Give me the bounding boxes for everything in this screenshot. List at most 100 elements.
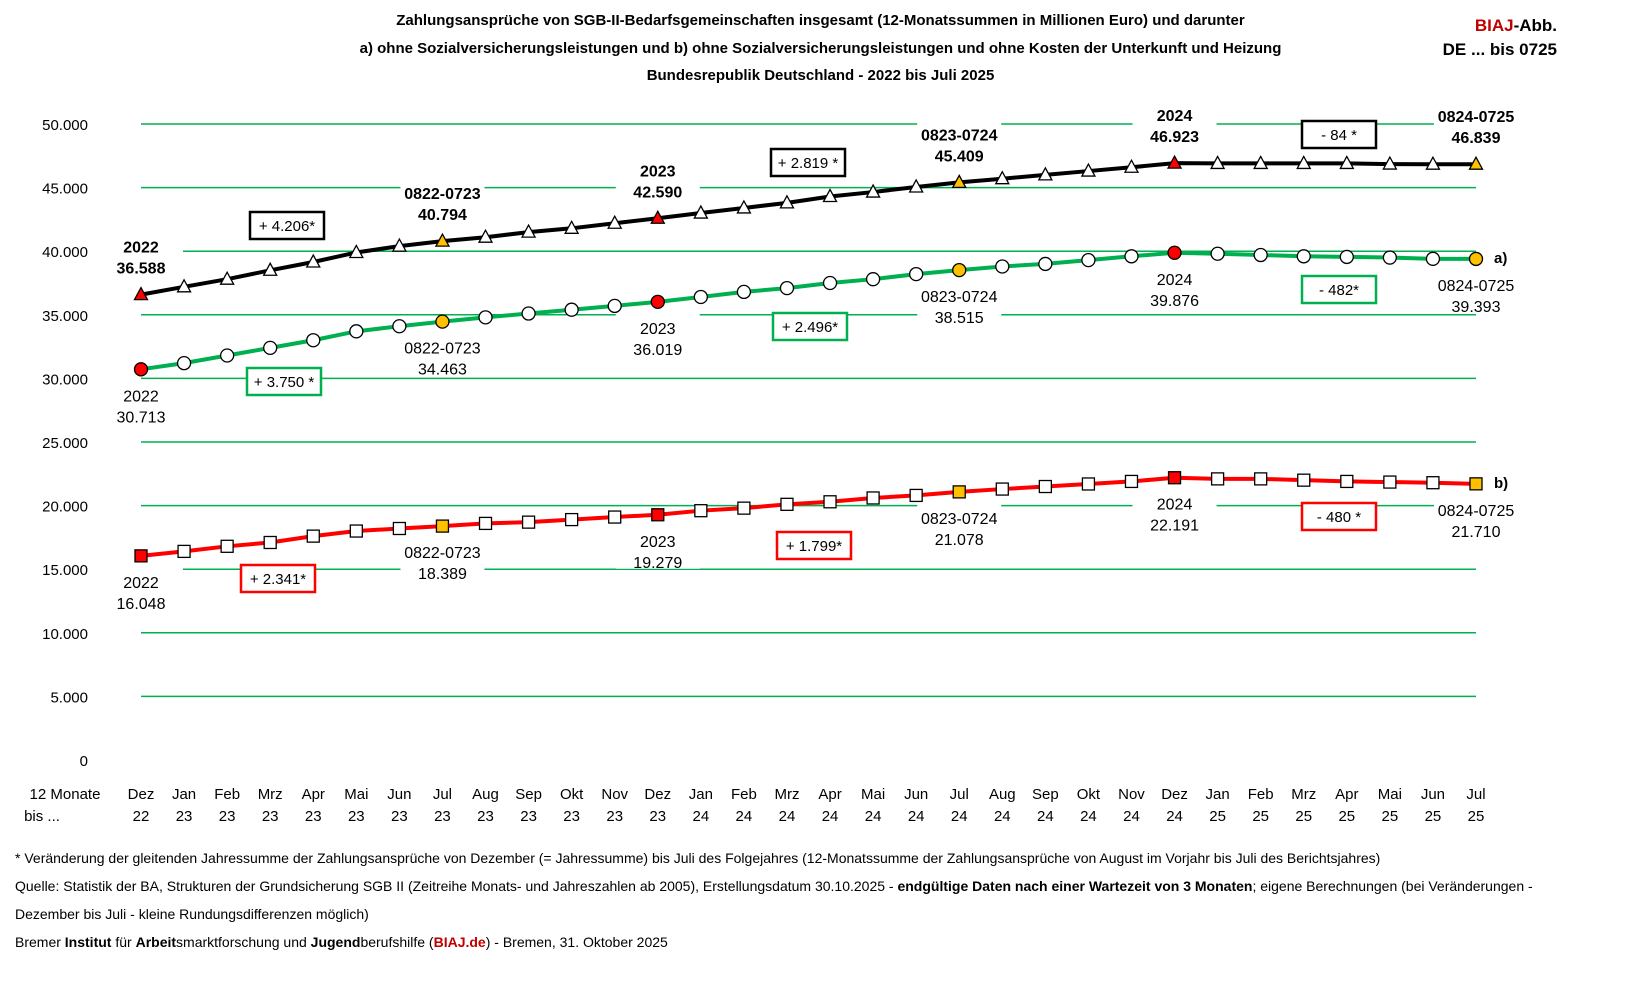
data-point-circle	[1382, 250, 1398, 265]
data-point-circle	[219, 348, 235, 363]
x-tick-month: Mrz	[258, 786, 283, 803]
series-line-b	[140, 475, 1477, 558]
x-tick-year: 24	[1080, 808, 1097, 825]
data-point-circle	[1124, 249, 1139, 264]
source-bold-text: endgültige Daten nach einer Wartezeit vo…	[897, 878, 1253, 894]
data-point-square	[694, 504, 708, 518]
institute-part: Bremer	[15, 934, 65, 950]
data-point-circle	[1167, 245, 1182, 260]
data-point-square	[220, 539, 234, 553]
data-point-triangle	[1339, 155, 1355, 170]
institute-part: Institut	[64, 934, 112, 950]
data-point-triangle	[693, 204, 709, 219]
x-tick-month: Jul	[433, 786, 452, 803]
data-point-circle	[306, 333, 321, 348]
data-label-period: 2022	[123, 388, 159, 405]
data-label-value: 45.409	[935, 148, 984, 165]
x-tick-month: Feb	[731, 786, 757, 803]
data-point-triangle	[1296, 155, 1312, 170]
chart-title-line2: a) ohne Sozialversicherungsleistungen un…	[359, 40, 1282, 57]
series-line-total	[140, 161, 1477, 297]
data-point-square	[1124, 474, 1139, 489]
label-background	[1132, 487, 1217, 532]
x-tick-month: Jun	[1421, 786, 1445, 803]
change-value: + 2.819 *	[778, 155, 839, 172]
data-point-triangle	[908, 178, 924, 193]
institute-part[interactable]: BIAJ.de	[433, 934, 486, 950]
data-point-circle	[478, 310, 493, 325]
data-label-period: 0822-0723	[404, 186, 481, 203]
data-label-value: 16.048	[117, 596, 166, 613]
institute-part: Arbeit	[135, 934, 177, 950]
change-box	[248, 210, 326, 241]
institute-part: für	[111, 934, 136, 950]
data-point-circle	[1339, 249, 1354, 265]
data-point-square	[651, 508, 665, 522]
data-point-triangle	[607, 214, 623, 229]
x-tick-month: Jul	[950, 786, 969, 803]
data-point-square	[1426, 476, 1440, 490]
x-tick-year: 23	[391, 808, 408, 825]
x-tick-year: 23	[262, 808, 279, 825]
label-background	[99, 230, 183, 275]
data-point-circle	[1425, 251, 1441, 266]
data-point-square	[909, 488, 923, 503]
y-tick-label: 20.000	[42, 499, 88, 516]
data-label-period: 2024	[1157, 108, 1193, 125]
data-point-circle	[349, 324, 364, 339]
change-value: + 4.206*	[259, 218, 315, 235]
label-background	[99, 565, 183, 610]
x-tick-year: 24	[908, 808, 925, 825]
x-tick-year: 24	[822, 808, 839, 825]
data-point-square	[177, 544, 191, 559]
abb-label: -Abb.	[1513, 16, 1557, 35]
data-label-period: 0823-0724	[921, 511, 998, 528]
data-label-value: 39.876	[1150, 293, 1199, 310]
y-tick-label: 0	[80, 753, 88, 770]
data-point-triangle	[1080, 162, 1097, 177]
x-tick-month: Okt	[1077, 786, 1101, 803]
figure-id: BIAJ-Abb.	[1475, 16, 1557, 36]
data-point-triangle	[434, 232, 451, 247]
x-tick-month: Nov	[1118, 786, 1145, 803]
change-box	[245, 366, 323, 397]
data-label-value: 30.713	[117, 409, 166, 426]
data-point-circle	[564, 302, 579, 317]
data-point-circle	[133, 362, 149, 377]
x-tick-year: 24	[1166, 808, 1183, 825]
data-label-period: 0824-0725	[1438, 109, 1515, 126]
data-point-square	[1383, 475, 1397, 489]
x-tick-month: Sep	[515, 786, 542, 803]
change-value: + 3.750 *	[254, 374, 315, 391]
y-tick-label: 25.000	[42, 435, 88, 452]
source-text: Quelle: Statistik der BA, Strukturen der…	[15, 878, 898, 894]
data-label-period: 2022	[123, 575, 159, 592]
x-tick-year: 23	[563, 808, 580, 825]
data-label-period: 2022	[123, 240, 159, 257]
data-point-circle	[1210, 246, 1225, 261]
data-label-period: 2023	[640, 534, 676, 551]
data-point-triangle	[1210, 155, 1226, 170]
data-point-square	[349, 524, 363, 538]
data-point-circle	[435, 314, 450, 329]
x-tick-year: 25	[1252, 808, 1269, 825]
chart-title-line3: Bundesrepublik Deutschland - 2022 bis Ju…	[646, 67, 995, 84]
x-tick-year: 23	[520, 808, 537, 825]
data-point-square	[1038, 479, 1053, 494]
data-point-triangle	[176, 278, 192, 293]
x-tick-year: 24	[994, 808, 1011, 825]
x-tick-month: Mai	[344, 786, 368, 803]
x-tick-year: 23	[477, 808, 494, 825]
x-tick-year: 23	[434, 808, 451, 825]
x-tick-year: 23	[219, 808, 236, 825]
footnote: * Veränderung der gleitenden Jahressumme…	[15, 850, 1381, 866]
data-point-square	[737, 501, 751, 515]
data-point-triangle	[1123, 158, 1140, 173]
x-tick-year: 23	[649, 808, 666, 825]
data-label-value: 19.279	[633, 555, 682, 572]
data-point-triangle	[822, 188, 838, 203]
data-point-circle	[263, 340, 278, 356]
y-tick-label: 30.000	[42, 371, 88, 388]
plot-area: 0 5.000 10.000 15.000 20.000 25.000 30.000 35.0…	[24, 108, 1515, 825]
data-point-square	[866, 491, 880, 505]
